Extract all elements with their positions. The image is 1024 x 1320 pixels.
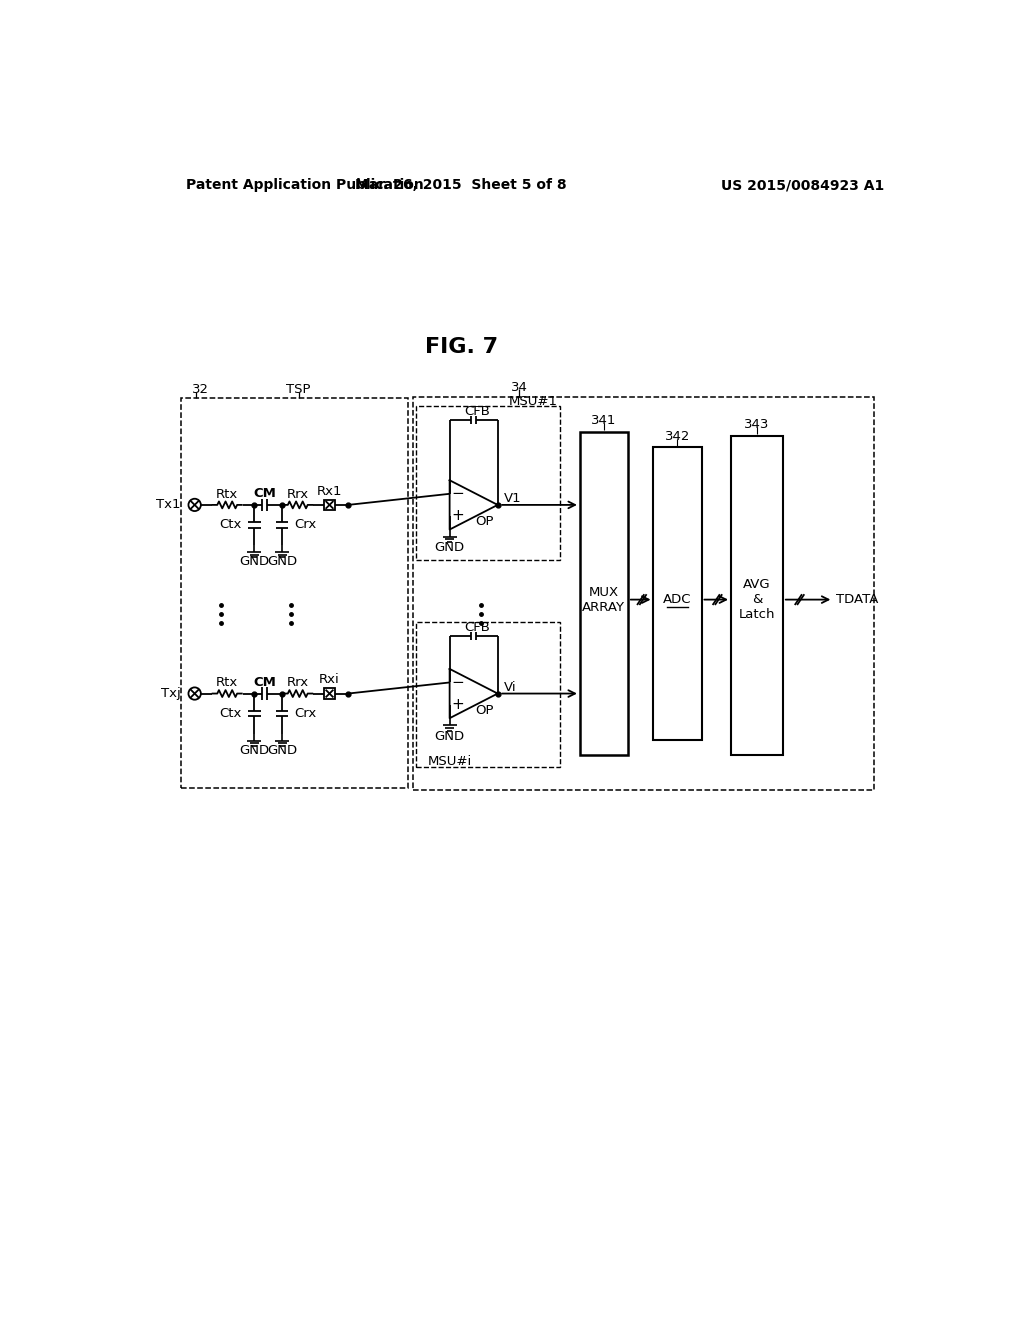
Text: GND: GND	[240, 744, 269, 758]
Text: Crx: Crx	[295, 708, 316, 721]
Text: GND: GND	[434, 730, 465, 743]
Text: −: −	[451, 486, 464, 502]
Text: AVG
&
Latch: AVG & Latch	[738, 578, 775, 622]
Text: GND: GND	[267, 556, 297, 569]
Text: −: −	[451, 675, 464, 690]
Text: Crx: Crx	[295, 519, 316, 532]
Text: Rxi: Rxi	[319, 673, 340, 686]
Text: Mar. 26, 2015  Sheet 5 of 8: Mar. 26, 2015 Sheet 5 of 8	[355, 178, 567, 193]
Bar	[324, 499, 335, 511]
Text: Rtx: Rtx	[216, 676, 239, 689]
Bar	[580, 432, 628, 755]
Text: Patent Application Publication: Patent Application Publication	[186, 178, 424, 193]
Text: MSU#1: MSU#1	[508, 395, 557, 408]
Text: 34: 34	[511, 380, 527, 393]
Circle shape	[188, 688, 201, 700]
Bar	[417, 407, 560, 561]
Bar	[731, 436, 783, 755]
Text: 343: 343	[744, 418, 770, 432]
Bar	[180, 397, 408, 788]
Text: +: +	[451, 697, 464, 711]
Text: Rrx: Rrx	[287, 487, 309, 500]
Bar	[653, 447, 701, 739]
Text: FIG. 7: FIG. 7	[425, 337, 498, 356]
Text: 32: 32	[193, 383, 209, 396]
Text: GND: GND	[267, 744, 297, 758]
Text: Rrx: Rrx	[287, 676, 309, 689]
Text: V1: V1	[504, 492, 521, 506]
Text: Vi: Vi	[504, 681, 516, 694]
Text: Rtx: Rtx	[216, 487, 239, 500]
Text: GND: GND	[240, 556, 269, 569]
Text: Ctx: Ctx	[219, 708, 242, 721]
Text: TDATA: TDATA	[837, 593, 879, 606]
Text: CFB: CFB	[464, 620, 489, 634]
Text: TSP: TSP	[287, 383, 310, 396]
Text: ADC: ADC	[664, 593, 692, 606]
Text: 342: 342	[665, 430, 690, 444]
Bar	[414, 397, 874, 789]
Circle shape	[188, 499, 201, 511]
Bar	[417, 622, 560, 767]
Text: Ctx: Ctx	[219, 519, 242, 532]
Text: CFB: CFB	[464, 405, 489, 418]
Bar	[324, 688, 335, 700]
Text: 341: 341	[591, 414, 616, 428]
Text: GND: GND	[434, 541, 465, 554]
Text: CM: CM	[253, 676, 275, 689]
Text: MSU#i: MSU#i	[428, 755, 472, 768]
Text: +: +	[451, 508, 464, 524]
Text: Tx1: Tx1	[157, 499, 180, 511]
Text: Rx1: Rx1	[316, 484, 342, 498]
Text: OP: OP	[475, 704, 494, 717]
Text: Txj: Txj	[161, 686, 180, 700]
Text: CM: CM	[253, 487, 275, 500]
Text: US 2015/0084923 A1: US 2015/0084923 A1	[721, 178, 884, 193]
Text: MUX
ARRAY: MUX ARRAY	[583, 586, 626, 614]
Text: OP: OP	[475, 515, 494, 528]
